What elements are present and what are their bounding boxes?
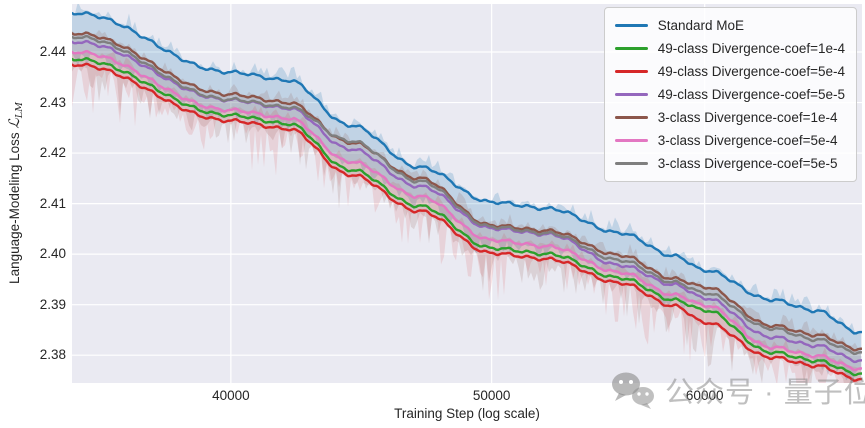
series-line-3-class-divergence-coef-5e-5: [72, 34, 862, 356]
legend-swatch-3-class-divergence-coef-5e-4: [614, 138, 648, 143]
legend-item-49-class-divergence-coef-5e-4: 49-class Divergence-coef=5e-4: [614, 61, 845, 82]
series-line-3-class-divergence-coef-5e-4: [72, 49, 862, 372]
legend-label-3-class-divergence-coef-1e-4: 3-class Divergence-coef=1e-4: [657, 110, 838, 125]
series-line-49-class-divergence-coef-5e-4: [72, 62, 862, 382]
legend-item-49-class-divergence-coef-5e-5: 49-class Divergence-coef=5e-5: [614, 84, 845, 105]
y-tick-2.42: 2.42: [39, 145, 66, 161]
legend-item-3-class-divergence-coef-5e-4: 3-class Divergence-coef=5e-4: [614, 130, 845, 151]
legend-swatch-3-class-divergence-coef-1e-4: [614, 115, 648, 120]
y-tick-2.39: 2.39: [39, 296, 66, 312]
y-tick-2.38: 2.38: [39, 347, 66, 363]
legend-label-49-class-divergence-coef-5e-4: 49-class Divergence-coef=5e-4: [657, 64, 845, 79]
y-axis-label-math: ℒ: [7, 118, 23, 129]
y-tick-2.41: 2.41: [39, 195, 66, 211]
x-tick-50000: 50000: [472, 388, 511, 403]
legend-swatch-3-class-divergence-coef-5e-5: [614, 161, 648, 166]
legend-item-3-class-divergence-coef-1e-4: 3-class Divergence-coef=1e-4: [614, 107, 845, 128]
legend: Standard MoE 49-class Divergence-coef=1e-…: [603, 7, 857, 182]
legend-swatch-standard-moe: [614, 23, 648, 28]
legend-label-3-class-divergence-coef-5e-5: 3-class Divergence-coef=5e-5: [657, 156, 838, 171]
y-tick-2.43: 2.43: [39, 94, 66, 110]
y-axis-label-text: Language-Modeling Loss: [7, 128, 22, 284]
x-tick-60000: 60000: [685, 388, 724, 403]
y-tick-2.44: 2.44: [39, 44, 66, 59]
y-axis-label: Language-Modeling Loss ℒLM: [7, 102, 25, 284]
series-line-49-class-divergence-coef-1e-4: [72, 57, 862, 377]
legend-swatch-49-class-divergence-coef-5e-5: [614, 92, 648, 97]
legend-item-3-class-divergence-coef-5e-5: 3-class Divergence-coef=5e-5: [614, 153, 845, 174]
legend-swatch-49-class-divergence-coef-5e-4: [614, 69, 648, 74]
legend-swatch-49-class-divergence-coef-1e-4: [614, 46, 648, 51]
x-axis-label: Training Step (log scale): [394, 406, 540, 421]
chart-canvas: [72, 4, 862, 383]
x-tick-40000: 40000: [212, 388, 250, 403]
legend-label-3-class-divergence-coef-5e-4: 3-class Divergence-coef=5e-4: [657, 133, 838, 148]
series-line-standard-moe: [72, 11, 862, 335]
y-tick-2.40: 2.40: [39, 246, 66, 262]
series-line-3-class-divergence-coef-1e-4: [72, 31, 862, 352]
legend-label-49-class-divergence-coef-5e-5: 49-class Divergence-coef=5e-5: [657, 87, 845, 102]
legend-label-49-class-divergence-coef-1e-4: 49-class Divergence-coef=1e-4: [657, 41, 845, 56]
legend-item-49-class-divergence-coef-1e-4: 49-class Divergence-coef=1e-4: [614, 38, 845, 59]
legend-item-standard-moe: Standard MoE: [614, 15, 845, 36]
legend-label-standard-moe: Standard MoE: [657, 18, 745, 33]
band-standard-moe-raw-range: [72, 4, 861, 383]
y-axis-label-subscript: LM: [14, 102, 25, 119]
